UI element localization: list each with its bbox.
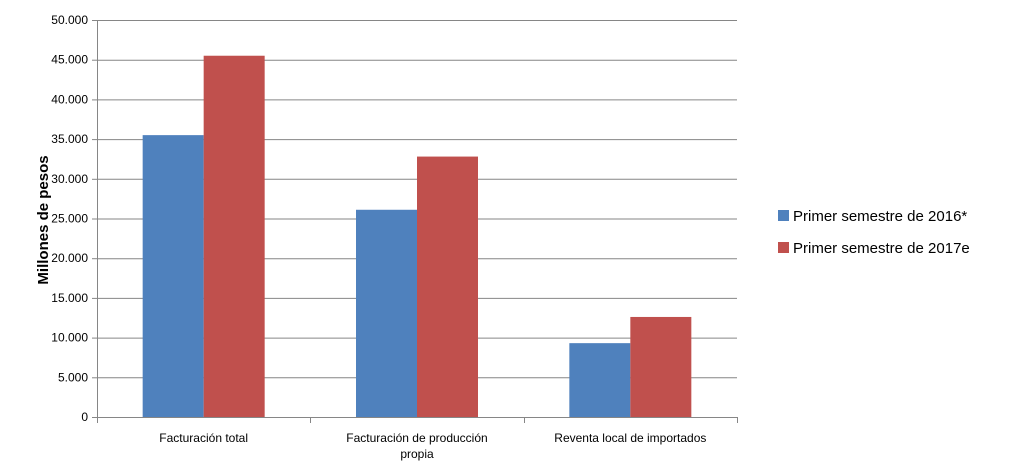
y-tick-label: 40.000: [51, 92, 88, 106]
y-tick-label: 5.000: [58, 370, 88, 384]
y-tick-label: 25.000: [51, 212, 88, 226]
y-tick-label: 50.000: [51, 13, 88, 27]
y-tick-label: 30.000: [51, 172, 88, 186]
bar-2017-3: [630, 316, 692, 417]
x-category-label: propia: [400, 447, 434, 461]
y-axis-title: Millones de pesos: [35, 155, 52, 284]
axes: [92, 20, 738, 423]
bar-2016-3: [569, 343, 631, 417]
legend-swatch: [778, 210, 789, 221]
x-category-label: Facturación de producción: [346, 431, 487, 445]
bar-2017-1: [203, 55, 265, 417]
y-tick-label: 0: [81, 410, 88, 424]
x-category-label: Reventa local de importados: [554, 431, 706, 445]
y-tick-label: 20.000: [51, 251, 88, 265]
bars: [142, 55, 692, 417]
legend: Primer semestre de 2016* Primer semestre …: [778, 208, 970, 257]
y-tick-label: 35.000: [51, 132, 88, 146]
bar-2016-2: [356, 209, 417, 417]
y-tick-label: 45.000: [51, 53, 88, 67]
bar-2017-2: [417, 156, 478, 417]
bar-2016-1: [142, 135, 204, 417]
legend-label: Primer semestre de 2016*: [793, 208, 967, 225]
y-tick-label: 15.000: [51, 291, 88, 305]
x-category-labels: Facturación total Facturación de producci…: [159, 431, 706, 461]
y-tick-label: 10.000: [51, 331, 88, 345]
x-category-label: Facturación total: [159, 431, 248, 445]
legend-label: Primer semestre de 2017e: [793, 240, 970, 257]
y-tick-labels: 0 5.000 10.000 15.000 20.000 25.000 30.000 35.0…: [51, 13, 88, 424]
legend-swatch: [778, 242, 789, 253]
